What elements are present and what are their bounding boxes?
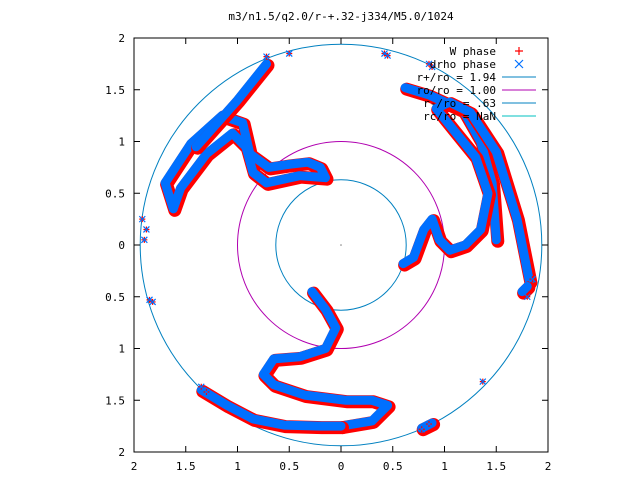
legend-label-4: r-/ro = .63 [423, 97, 496, 110]
legend-label-0: W phase [450, 45, 496, 58]
legend-label-5: rc/ro = NaN [423, 110, 496, 123]
drho-phase-point-7 [263, 53, 270, 61]
drho-phase-point-4 [149, 298, 157, 306]
center-point [340, 244, 342, 246]
x-tick-label-3: 0.5 [279, 460, 299, 473]
drho-phase-point-8 [285, 50, 293, 57]
x-tick-label-6: 1 [441, 460, 448, 473]
y-tick-label-4: 0 [118, 239, 125, 252]
x-tick-label-0: 2 [131, 460, 138, 473]
drho-phase-curve-5 [196, 385, 346, 431]
legend-marker-0 [515, 47, 523, 55]
x-tick-label-1: 1.5 [176, 460, 196, 473]
x-tick-label-4: 0 [338, 460, 345, 473]
y-tick-label-7: 1.5 [105, 84, 125, 97]
drho-phase-point-2 [140, 236, 148, 244]
y-tick-label-0: 2 [118, 446, 125, 459]
drho-phase-point-10 [384, 52, 391, 60]
y-tick-label-8: 2 [118, 32, 125, 45]
drho-phase-point-0 [142, 226, 150, 233]
drho-phase-point-16 [529, 275, 536, 283]
legend-label-1: drho phase [430, 58, 496, 71]
drho-phase-point-14 [418, 425, 426, 433]
x-tick-label-7: 1.5 [486, 460, 506, 473]
drho-phase-curve-1 [191, 59, 271, 152]
y-tick-label-3: 0.5 [105, 291, 125, 304]
x-tick-label-5: 0.5 [383, 460, 403, 473]
phase-curves [160, 58, 538, 437]
y-tick-label-2: 1 [118, 343, 125, 356]
y-tick-label-6: 1 [118, 136, 125, 149]
radius-circle-2 [275, 179, 407, 311]
drho-phase-point-6 [203, 388, 210, 396]
drho-phase-curve-7 [517, 281, 532, 297]
legend-marker-1 [514, 59, 524, 69]
y-tick-label-5: 0.5 [105, 187, 125, 200]
drho-phase-point-15 [425, 420, 433, 428]
drho-phase-curve-3 [398, 97, 534, 286]
drho-phase-point-5 [197, 383, 205, 391]
legend-label-3: ro/ro = 1.00 [417, 84, 496, 97]
phase-markers [138, 50, 536, 433]
axis-ticks: 2 1.5 1 0.5 0 0.5 1 1.5 221.510.500.511.52 [105, 32, 551, 473]
drho-phase-point-1 [138, 215, 146, 223]
drho-phase-point-13 [479, 378, 487, 386]
drho-phase-point-12 [428, 63, 436, 71]
x-tick-label-2: 1 [234, 460, 241, 473]
drho-phase-curve-4 [258, 287, 393, 431]
x-tick-label-8: 2 [545, 460, 552, 473]
y-tick-label-1: 1.5 [105, 394, 125, 407]
radius-circle-0 [139, 43, 543, 447]
legend-label-2: r+/ro = 1.94 [417, 71, 497, 84]
drho-phase-point-17 [523, 293, 531, 301]
chart-title: m3/n1.5/q2.0/r-+.32-j334/M5.0/1024 [228, 10, 454, 23]
